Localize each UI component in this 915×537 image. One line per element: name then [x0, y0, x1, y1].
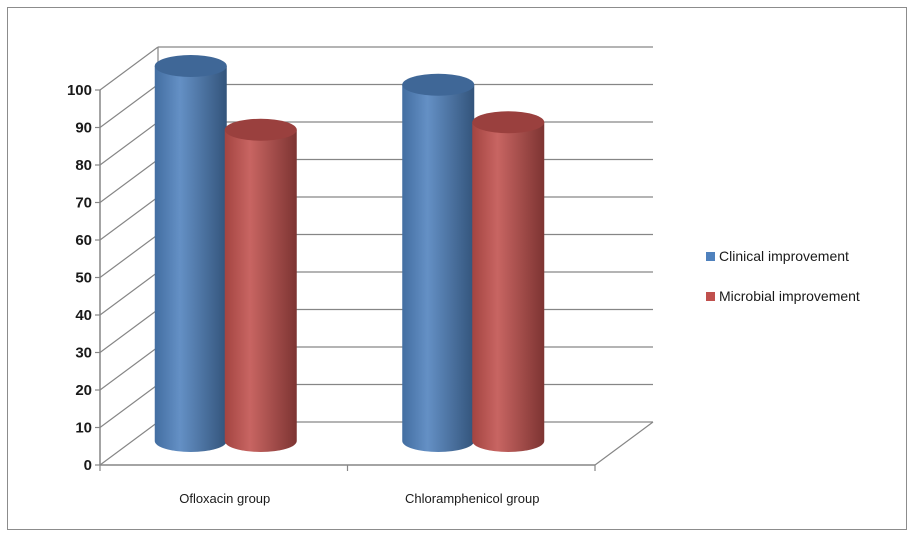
bar-clinical-improvement-1 [402, 84, 475, 453]
y-tick-label: 0 [84, 457, 92, 474]
y-tick-label: 50 [75, 270, 92, 287]
gridline-side [99, 234, 159, 278]
y-tick-label: 90 [75, 120, 92, 137]
bars [154, 55, 545, 453]
gridline-side [99, 271, 159, 316]
y-tick-label: 70 [75, 195, 92, 212]
x-axis-category-labels: Ofloxacin group Chloramphenicol group [179, 491, 539, 506]
legend-label: Clinical improvement [719, 248, 849, 264]
y-tick-label: 80 [75, 157, 92, 174]
bar-top-clinical-improvement-0 [154, 55, 227, 77]
gridline-side [99, 84, 159, 128]
gridline-side [99, 159, 159, 203]
bar-microbial-improvement-0 [224, 129, 297, 452]
axes [95, 89, 596, 471]
bar-top-clinical-improvement-1 [402, 73, 475, 96]
floor-edge-right [594, 421, 654, 466]
bar-top-microbial-improvement-0 [224, 118, 297, 141]
legend-label: Microbial improvement [719, 288, 860, 304]
gridline-side [99, 309, 159, 353]
y-tick-label: 100 [67, 82, 92, 99]
legend: Clinical improvement Microbial improvemen… [706, 248, 860, 304]
legend-swatch [706, 292, 715, 301]
x-category-label: Chloramphenicol group [405, 491, 539, 506]
y-tick-label: 10 [75, 420, 92, 437]
y-axis-tick-labels: 0 10 20 30 40 50 60 70 80 90 100 [67, 82, 92, 474]
gridline-side [99, 421, 159, 466]
gridline-side [99, 46, 159, 91]
legend-swatch [706, 252, 715, 261]
gridline-side [99, 121, 159, 166]
bar-top-microbial-improvement-1 [472, 111, 545, 134]
y-tick-label: 60 [75, 232, 92, 249]
bar-clinical-improvement-0 [154, 66, 227, 453]
y-tick-label: 20 [75, 382, 92, 399]
gridline-side [99, 384, 159, 428]
y-tick-label: 30 [75, 345, 92, 362]
y-tick-label: 40 [75, 307, 92, 324]
bar-microbial-improvement-1 [472, 122, 545, 453]
gridline-side [99, 346, 159, 391]
gridline-side [99, 196, 159, 241]
x-category-label: Ofloxacin group [179, 491, 270, 506]
